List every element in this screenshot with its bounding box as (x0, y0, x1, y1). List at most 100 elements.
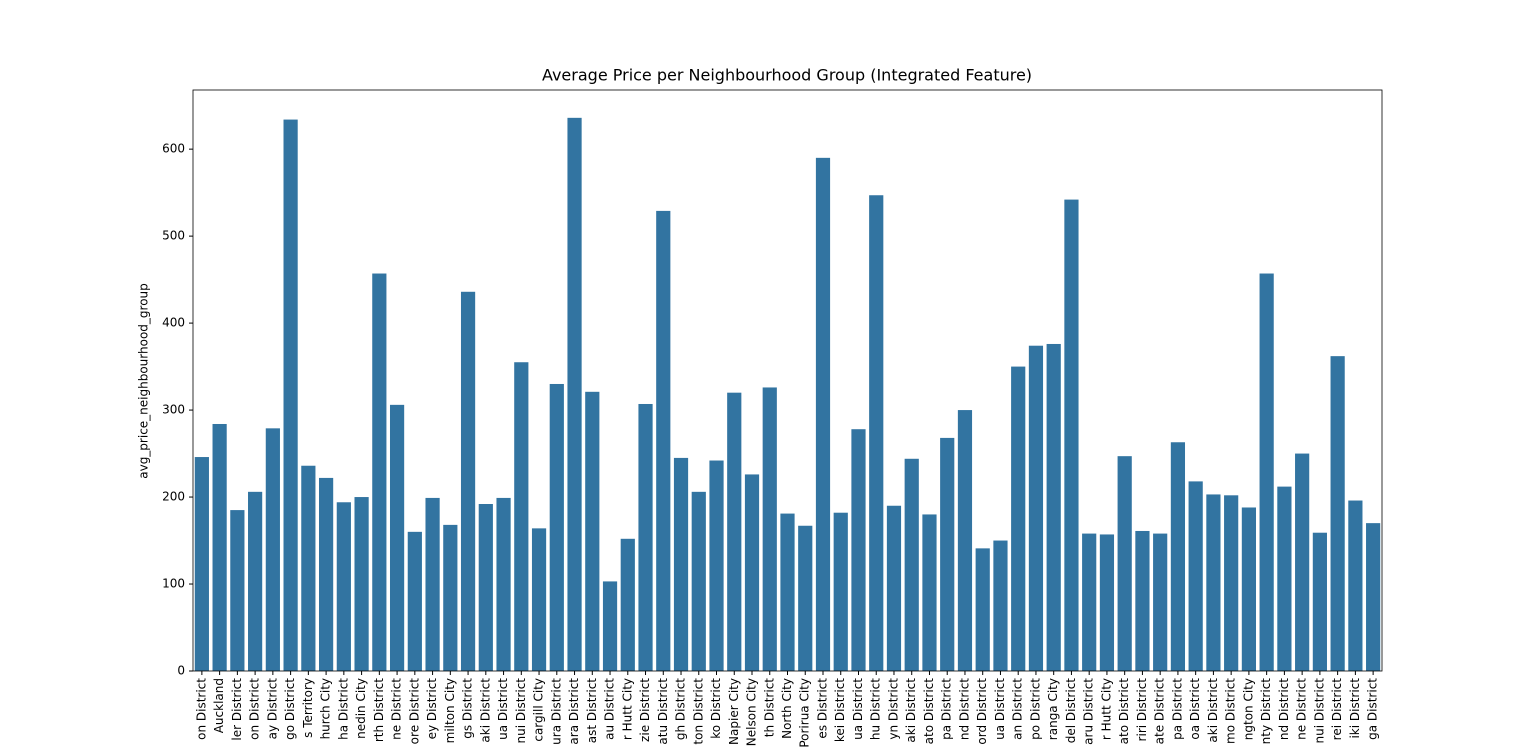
bar (1224, 495, 1239, 671)
bar (815, 157, 831, 672)
x-tick-label: aki District (904, 678, 918, 743)
bar (869, 195, 884, 671)
bar (762, 387, 777, 671)
plot-frame (192, 89, 1383, 672)
x-tick-label: ay District (265, 678, 279, 740)
x-tick-label: Nelson City (745, 678, 759, 746)
x-tick-label: ko District (709, 678, 723, 739)
x-tick-label: ler District (230, 678, 244, 741)
x-tick-label: atu District (656, 678, 670, 745)
x-tick-label: ura District (549, 678, 563, 745)
x-tick-label: oa District (1188, 678, 1202, 740)
bar (975, 548, 990, 671)
bar (1259, 273, 1274, 671)
bar (567, 117, 582, 671)
y-axis-label: avg_price_neighbourhood_group (137, 283, 151, 479)
x-tick-label: nd District (957, 678, 971, 740)
x-tick-label: del District (1064, 678, 1078, 744)
x-tick-label: ranga City (1046, 678, 1060, 740)
bar (798, 525, 813, 671)
bar (1117, 456, 1132, 671)
x-tick-label: ua District (993, 678, 1007, 740)
bar (514, 362, 529, 671)
x-tick-label: rei District (1330, 678, 1344, 741)
x-tick-label: ne District (390, 678, 404, 740)
x-tick-label: pa District (1170, 678, 1184, 740)
x-tick-label: ara District (567, 678, 581, 745)
x-tick-label: ga District (1366, 678, 1380, 740)
bar (194, 457, 209, 671)
x-tick-label: an District (1011, 678, 1025, 740)
bar (993, 540, 1008, 671)
x-tick-label: ast District (585, 678, 599, 744)
x-tick-label: ato District (922, 678, 936, 745)
bar (957, 410, 973, 671)
bar (460, 291, 476, 671)
x-tick-label: on District (248, 678, 262, 740)
x-tick-label: r Hutt City (620, 678, 634, 740)
bar (1330, 356, 1345, 671)
x-tick-label: ua District (496, 678, 510, 740)
x-tick-label: po District (1028, 678, 1042, 740)
bar (549, 383, 564, 671)
x-tick-label: ate District (1153, 678, 1167, 745)
x-tick-label: aki District (478, 678, 492, 743)
x-tick-label: riri District (1135, 678, 1149, 742)
y-tick-label: 400 (162, 316, 185, 330)
bar (372, 273, 387, 671)
bar (212, 423, 227, 671)
bar (230, 510, 245, 671)
bar (673, 457, 689, 671)
bar (425, 497, 440, 671)
x-tick-label: Napier City (727, 678, 741, 745)
x-tick-label: r Hutt City (1099, 678, 1113, 740)
bar (1188, 481, 1203, 671)
x-tick-label: s Territory (301, 678, 315, 738)
bar (265, 428, 280, 671)
bar (727, 392, 742, 671)
x-tick-label: nedin City (354, 678, 368, 739)
bar (1170, 442, 1186, 671)
x-tick-label: ato District (1117, 678, 1131, 745)
x-tick-label: nd District (1277, 678, 1291, 740)
x-tick-label: nui District (1312, 678, 1326, 744)
bar (1312, 532, 1327, 671)
bar (1348, 500, 1363, 671)
bar (354, 497, 369, 671)
y-tick-label: 500 (162, 229, 185, 243)
bar (1028, 345, 1044, 671)
x-tick-label: aki District (1206, 678, 1220, 743)
bar (602, 581, 618, 671)
x-tick-label: on District (194, 678, 208, 740)
bar (443, 524, 458, 671)
bar (248, 491, 263, 671)
bar (1241, 507, 1257, 671)
bar (318, 477, 334, 671)
bar (780, 513, 795, 671)
x-tick-label: ngton City (1241, 678, 1255, 740)
x-tick-label: iki District (1348, 678, 1362, 739)
y-tick-label: 0 (177, 664, 185, 678)
x-tick-label: ha District (336, 678, 350, 740)
x-tick-label: Porirua City (798, 678, 812, 748)
x-tick-label: go District (283, 678, 297, 740)
x-tick-label: milton City (443, 678, 457, 743)
bar (1064, 199, 1079, 671)
y-tick-label: 300 (162, 403, 185, 417)
bar (833, 512, 848, 671)
x-tick-label: yn District (886, 678, 900, 740)
x-tick-label: hu District (869, 678, 883, 740)
x-tick-label: gs District (461, 678, 475, 739)
bar (940, 437, 955, 671)
x-tick-label: es District (815, 678, 829, 739)
bar (496, 497, 511, 671)
bar (620, 538, 635, 671)
bar (301, 465, 316, 671)
bar (531, 528, 547, 671)
x-tick-label: th District (762, 678, 776, 738)
bar (389, 404, 405, 671)
bar (283, 119, 298, 672)
x-tick-label: North City (780, 678, 794, 739)
x-tick-label: ey District (425, 678, 439, 740)
